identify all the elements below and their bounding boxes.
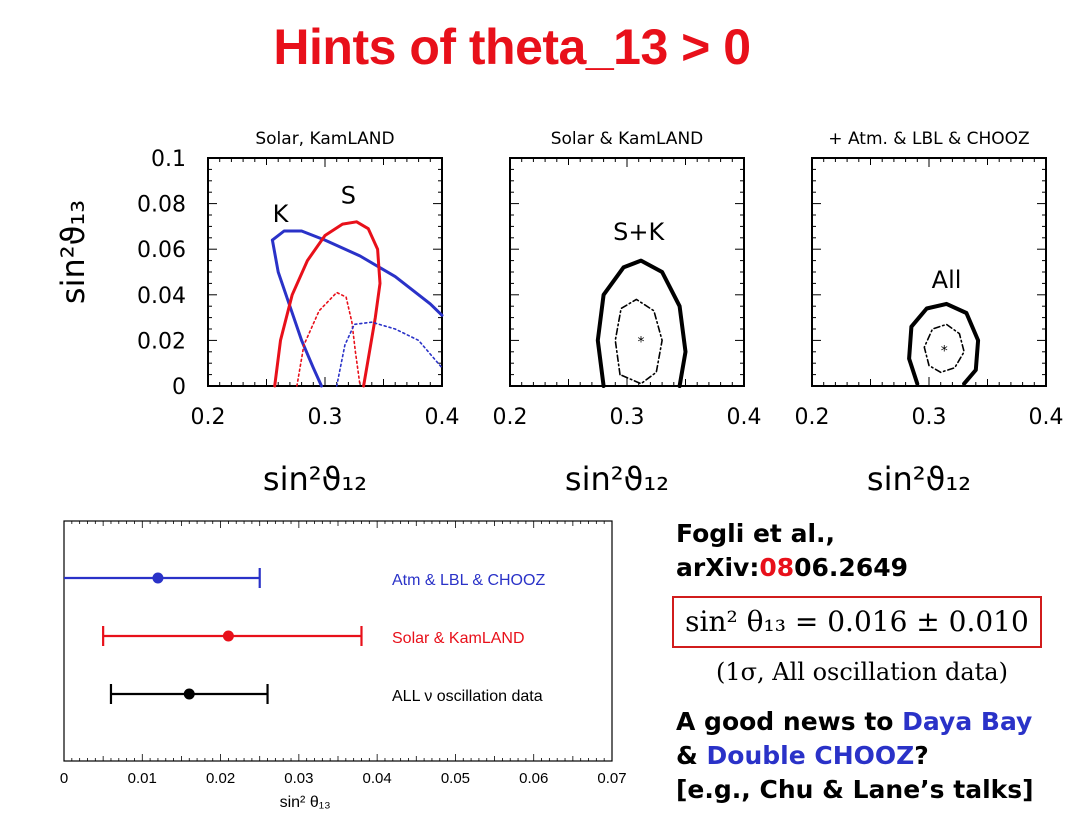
curve-label: S+K (613, 218, 665, 246)
y-tick-label: 0.04 (137, 284, 186, 309)
arxiv-highlight: 08 (759, 553, 795, 582)
plot-frame (811, 157, 1047, 387)
x-tick-label: 0.3 (610, 405, 645, 430)
x-tick-label: 0.01 (128, 770, 157, 787)
y-tick-label: 0.06 (137, 238, 186, 263)
x-tick-label: 0.3 (912, 405, 947, 430)
data-point (222, 630, 234, 642)
contour-s (273, 220, 382, 388)
x-tick-label: 0.06 (519, 770, 548, 787)
x-axis-label: sin²ϑ₁₂ (867, 460, 971, 498)
plot-frame (207, 157, 443, 387)
x-tick-label: 0.03 (284, 770, 313, 787)
contour-k (270, 238, 323, 388)
best-fit-marker: * (638, 334, 645, 350)
series-label: Atm & LBL & CHOOZ (392, 572, 545, 589)
news-amp: & (676, 741, 707, 770)
y-tick-label: 0.08 (137, 193, 186, 218)
data-point (183, 688, 195, 700)
curve-label: K (273, 200, 290, 228)
news-prefix: A good news to (676, 707, 903, 736)
x-tick-label: 0.4 (1029, 405, 1064, 430)
daya-bay-label: Daya Bay (902, 707, 1033, 736)
y-axis-label: sin²ϑ₁₃ (54, 200, 92, 304)
contour-k (335, 321, 443, 387)
news-line-1: A good news to Daya Bay (676, 706, 1032, 738)
news-line-3: [e.g., Chu & Lane’s talks] (676, 775, 1034, 804)
arxiv-rest: 06.2649 (794, 553, 909, 582)
data-point (152, 572, 164, 584)
series-label: Solar & KamLAND (392, 630, 525, 647)
double-chooz-label: Double CHOOZ (706, 741, 915, 770)
y-tick-label: 0.1 (151, 147, 186, 172)
x-tick-label: 0.07 (597, 770, 626, 787)
x-tick-label: 0.02 (206, 770, 235, 787)
x-tick-label: 0.2 (493, 405, 528, 430)
x-axis-label: sin²ϑ₁₂ (565, 460, 669, 498)
contour-s-k (595, 258, 688, 388)
contour-s-k (614, 298, 663, 385)
reference-arxiv: arXiv:0806.2649 (676, 552, 908, 584)
reference-authors: Fogli et al., (676, 519, 836, 548)
panel-title: + Atm. & LBL & CHOOZ (828, 129, 1029, 149)
x-axis-label: sin² θ₁₃ (280, 794, 331, 811)
contour-all (923, 323, 965, 374)
best-fit-marker: * (941, 344, 948, 360)
panel-title: Solar & KamLAND (551, 129, 704, 149)
result-equation-box: sin² θ₁₃ = 0.016 ± 0.010 (672, 596, 1042, 648)
arxiv-prefix: arXiv: (676, 553, 760, 582)
panel-title: Solar, KamLAND (255, 129, 394, 149)
y-tick-label: 0.02 (137, 329, 186, 354)
plot-frame (509, 157, 745, 387)
news-question: ? (914, 741, 929, 770)
x-tick-label: 0.05 (441, 770, 470, 787)
series-label: ALL ν oscillation data (392, 688, 543, 705)
errorbar-frame (63, 520, 613, 762)
contour-s (296, 291, 361, 387)
x-tick-label: 0.4 (727, 405, 762, 430)
x-tick-label: 0.4 (425, 405, 460, 430)
result-equation: sin² θ₁₃ = 0.016 ± 0.010 (685, 605, 1029, 638)
y-tick-label: 0 (172, 375, 186, 400)
x-tick-label: 0 (60, 770, 68, 787)
contour-k (270, 229, 444, 317)
news-line-2: & Double CHOOZ? (676, 740, 929, 772)
result-note: (1σ, All oscillation data) (716, 658, 1008, 686)
x-tick-label: 0.2 (191, 405, 226, 430)
x-tick-label: 0.2 (795, 405, 830, 430)
x-tick-label: 0.3 (308, 405, 343, 430)
page-title: Hints of theta_13 > 0 (273, 19, 751, 75)
curve-label: S (341, 182, 356, 210)
x-tick-label: 0.04 (363, 770, 392, 787)
curve-label: All (932, 266, 962, 294)
contour-all (907, 301, 981, 386)
x-axis-label: sin²ϑ₁₂ (263, 460, 367, 498)
